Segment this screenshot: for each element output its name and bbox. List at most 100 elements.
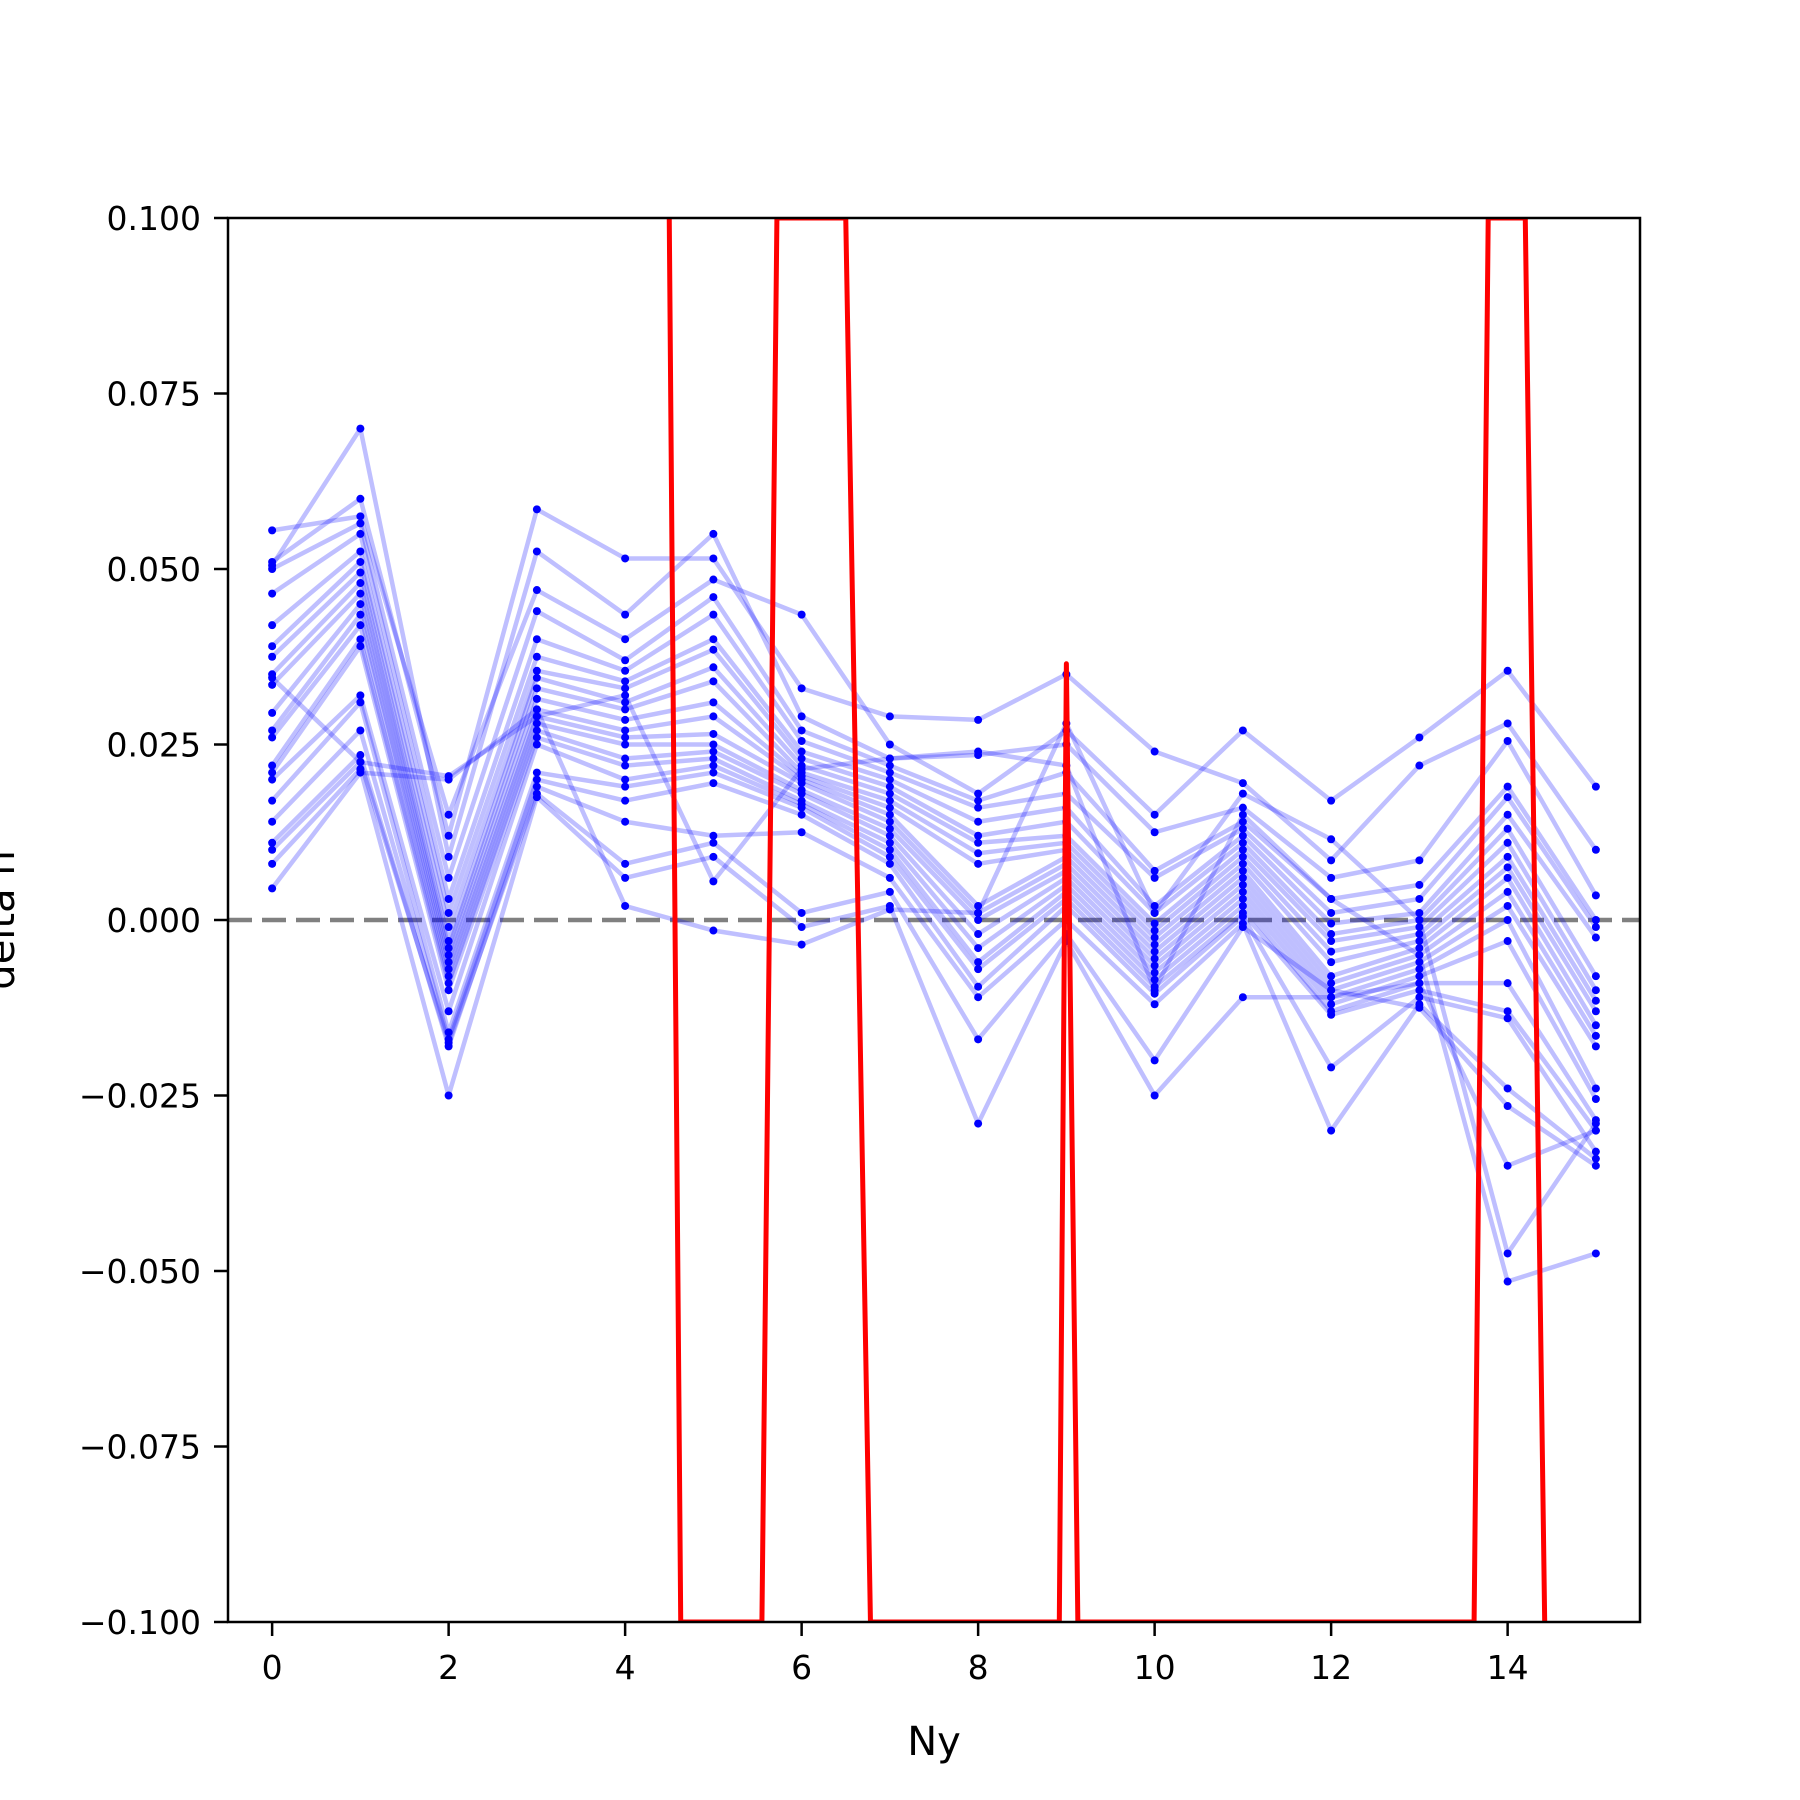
trial-series-line — [270, 496, 1598, 863]
trial-data-point — [621, 782, 630, 791]
trial-data-point — [797, 736, 806, 745]
trial-data-point — [1415, 761, 1424, 770]
trial-data-point — [709, 838, 718, 847]
trial-data-point — [444, 937, 453, 946]
trial-data-point — [1591, 1095, 1600, 1104]
trial-data-point — [709, 729, 718, 738]
trial-data-point — [974, 993, 983, 1002]
trial-data-point — [1591, 1084, 1600, 1093]
trial-data-point — [444, 944, 453, 953]
trial-data-point — [797, 828, 806, 837]
x-axis-title: Ny — [907, 1719, 961, 1765]
trial-data-point — [797, 923, 806, 932]
trial-data-point — [709, 698, 718, 707]
trial-data-point — [709, 754, 718, 763]
trial-series-line — [270, 580, 1598, 1002]
trial-data-point — [444, 873, 453, 882]
trial-data-point — [797, 726, 806, 735]
trial-data-point — [974, 908, 983, 917]
trial-data-point — [532, 694, 541, 703]
trial-data-point — [268, 621, 277, 630]
trial-data-point — [532, 586, 541, 595]
trial-data-point — [885, 796, 894, 805]
x-tick-label: 10 — [1134, 1648, 1176, 1687]
trial-data-point — [1503, 782, 1512, 791]
trial-data-point — [1327, 873, 1336, 882]
y-tick-label: 0.025 — [107, 726, 201, 765]
trial-data-point — [1415, 856, 1424, 865]
trial-series-line — [270, 591, 1598, 1013]
trial-data-point — [709, 593, 718, 602]
trial-data-point — [1591, 1031, 1600, 1040]
trial-data-point — [1591, 986, 1600, 995]
trial-data-point — [709, 747, 718, 756]
trial-data-point — [268, 565, 277, 573]
trial-data-point — [885, 740, 894, 749]
y-tick-label: 0.050 — [107, 550, 201, 589]
trial-data-point — [1150, 866, 1159, 875]
trial-data-point — [1415, 972, 1424, 981]
trial-data-point — [1503, 793, 1512, 802]
trial-data-point — [885, 905, 894, 914]
trial-data-point — [974, 715, 983, 724]
trial-data-point — [1415, 944, 1424, 953]
trial-data-point — [797, 610, 806, 619]
x-axis: 0 2 4 6 8 10 12 14 — [262, 1622, 1529, 1687]
trial-data-point — [356, 758, 365, 767]
y-axis: −0.100 −0.075 −0.050 −0.025 0.000 0.025 0.050 0… — [79, 199, 228, 1642]
trial-series-line — [270, 601, 1598, 1027]
trial-data-point — [1503, 901, 1512, 910]
trial-series-line — [271, 521, 1598, 922]
trial-data-point — [797, 684, 806, 693]
trial-data-point — [974, 817, 983, 826]
trial-data-point — [621, 740, 630, 749]
trial-data-point — [1150, 975, 1159, 984]
trial-data-point — [1415, 958, 1424, 967]
y-axis-title: delta h — [0, 850, 24, 989]
trial-data-point — [1150, 747, 1159, 756]
trial-data-point — [709, 852, 718, 861]
trial-data-point — [1503, 666, 1512, 675]
trial-data-point — [621, 684, 630, 693]
trial-data-point — [268, 673, 277, 682]
trial-data-point — [1415, 733, 1424, 742]
trial-data-point — [356, 621, 365, 630]
y-tick-label: 0.075 — [107, 375, 201, 414]
trial-data-point — [268, 642, 277, 651]
trial-data-point — [1591, 972, 1600, 981]
trial-data-point — [1238, 993, 1247, 1002]
trial-data-point — [1591, 1249, 1600, 1258]
y-tick-label: 0.000 — [107, 901, 201, 940]
trial-data-point — [1238, 726, 1247, 735]
trial-series-line — [270, 759, 1598, 1168]
trial-data-point — [885, 845, 894, 854]
trial-data-point — [797, 747, 806, 756]
x-tick-label: 6 — [791, 1648, 812, 1687]
trial-data-point — [532, 505, 541, 514]
trial-data-point — [268, 796, 277, 805]
trial-data-point — [444, 1007, 453, 1016]
trial-data-point — [1327, 958, 1336, 967]
trial-data-point — [1327, 986, 1336, 995]
trial-data-point — [1238, 845, 1247, 854]
trial-data-point — [797, 810, 806, 819]
trial-data-point — [1327, 993, 1336, 1002]
y-tick-label: −0.100 — [79, 1603, 201, 1642]
trial-data-point — [1150, 954, 1159, 963]
trial-data-point — [709, 712, 718, 721]
trial-data-point — [621, 691, 630, 700]
trial-data-point — [1415, 1003, 1424, 1012]
trial-data-point — [974, 838, 983, 847]
trial-series-line — [270, 531, 1598, 929]
trial-data-point — [621, 635, 630, 644]
trial-data-point — [1415, 908, 1424, 917]
trial-data-point — [1415, 937, 1424, 946]
trial-data-point — [1415, 923, 1424, 932]
trial-data-point — [356, 589, 365, 598]
y-tick-label: 0.100 — [107, 199, 201, 238]
trial-data-point — [1238, 894, 1247, 903]
trial-data-point — [268, 845, 277, 854]
trial-data-point — [621, 554, 630, 563]
trial-data-point — [1150, 1091, 1159, 1100]
